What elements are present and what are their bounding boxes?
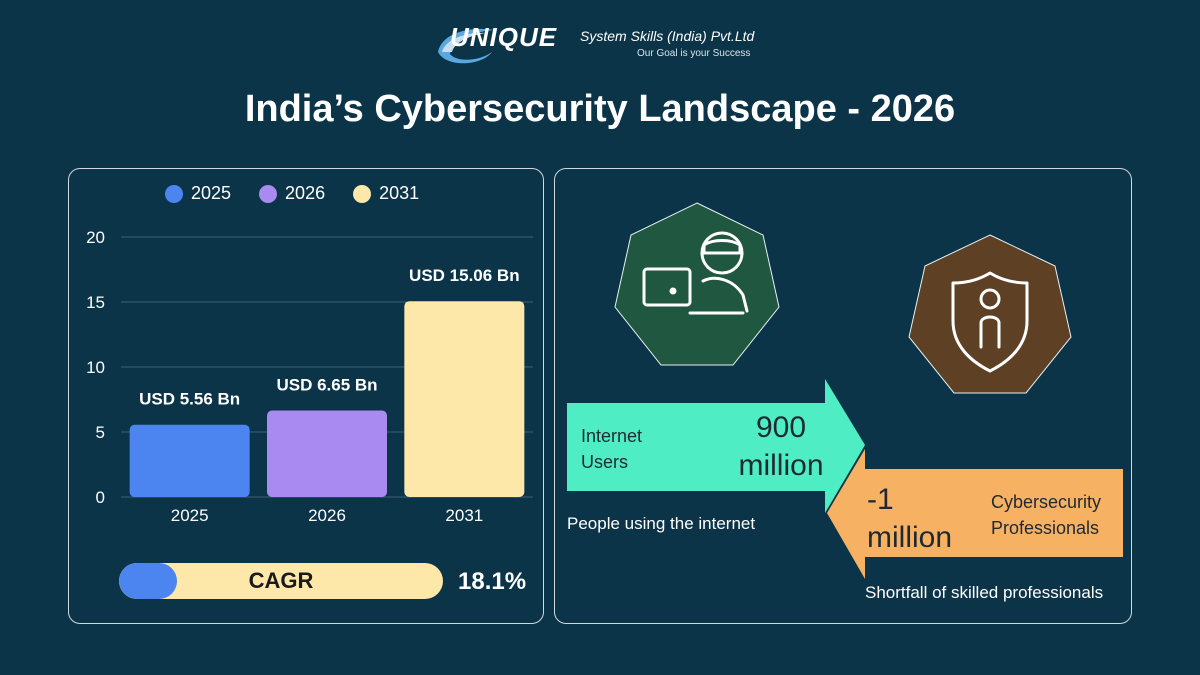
- bar: [129, 424, 250, 497]
- professionals-value-line1: -1: [867, 483, 894, 516]
- shield-person-icon: [951, 271, 1029, 373]
- legend-label: 2031: [379, 183, 420, 203]
- stats-panel: Internet Users 900 million People using …: [554, 168, 1132, 624]
- professionals-caption: Shortfall of skilled professionals: [865, 583, 1104, 602]
- x-tick-label: 2031: [445, 506, 483, 525]
- professionals-label: Cybersecurity Professionals: [991, 489, 1101, 541]
- bar-chart: 0 5 10 15 20 USD 5.56 Bn 2025 USD 6.65 Bn 2026 US…: [86, 228, 533, 525]
- bar: [267, 410, 387, 497]
- shield-person-heptagon: [908, 234, 1072, 394]
- legend-swatch: [165, 184, 183, 203]
- internet-users-caption: People using the internet: [567, 514, 756, 533]
- professionals-value: -1 million: [867, 481, 952, 557]
- internet-users-label-line1: Internet: [581, 426, 643, 446]
- logo-swoosh-icon: [438, 28, 494, 64]
- professionals-label-line2: Professionals: [991, 518, 1100, 538]
- x-tick-label: 2026: [308, 506, 346, 525]
- bar-data-label: USD 6.65 Bn: [276, 376, 377, 395]
- y-tick-label: 10: [86, 358, 105, 377]
- user-laptop-icon: [642, 231, 749, 315]
- professionals-label-line1: Cybersecurity: [991, 492, 1102, 512]
- internet-users-label: Internet Users: [581, 423, 642, 475]
- user-laptop-heptagon: [614, 202, 780, 366]
- stats-graphics: [567, 202, 1123, 579]
- cagr-bar-fill: [119, 563, 178, 599]
- legend-label: 2026: [285, 183, 326, 203]
- internet-users-label-line2: Users: [581, 452, 629, 472]
- x-tick-label: 2025: [171, 506, 209, 525]
- chart-legend: 2025 2026 2031: [165, 183, 419, 204]
- y-tick-label: 0: [96, 488, 105, 507]
- market-chart-panel: 2025 2026 2031 0 5 10 15 20 USD 5.56 Bn 2025 US…: [68, 168, 544, 624]
- internet-users-arrow: [567, 379, 865, 513]
- cagr-value: 18.1%: [458, 568, 527, 595]
- y-tick-label: 15: [86, 293, 105, 312]
- y-tick-label: 5: [96, 423, 105, 442]
- page-title: India’s Cybersecurity Landscape - 2026: [244, 88, 956, 130]
- company-logo: UNIQUE System Skills (India) Pvt.Ltd Our…: [432, 20, 772, 68]
- legend-label: 2025: [191, 183, 232, 203]
- brand-name: UNIQUE: [450, 22, 558, 52]
- internet-users-value: 900 million: [719, 409, 843, 485]
- company-name: System Skills (India) Pvt.Ltd: [580, 28, 755, 44]
- y-tick-label: 20: [86, 228, 105, 247]
- cagr-bar: CAGR: [119, 563, 443, 599]
- bar: [404, 301, 525, 497]
- legend-swatch: [353, 184, 372, 203]
- professionals-arrow: [827, 449, 1123, 579]
- bar-data-label: USD 5.56 Bn: [139, 390, 240, 409]
- legend-item-2031: 2031: [353, 183, 419, 204]
- internet-users-value-line2: million: [738, 449, 824, 482]
- professionals-value-line2: million: [867, 521, 953, 554]
- cagr-label: CAGR: [248, 568, 314, 593]
- bar-data-label: USD 15.06 Bn: [409, 266, 520, 285]
- legend-item-2025: 2025: [165, 183, 231, 204]
- legend-item-2026: 2026: [259, 183, 325, 204]
- internet-users-value-line1: 900: [755, 411, 807, 444]
- company-tagline: Our Goal is your Success: [637, 48, 751, 59]
- legend-swatch: [259, 184, 278, 203]
